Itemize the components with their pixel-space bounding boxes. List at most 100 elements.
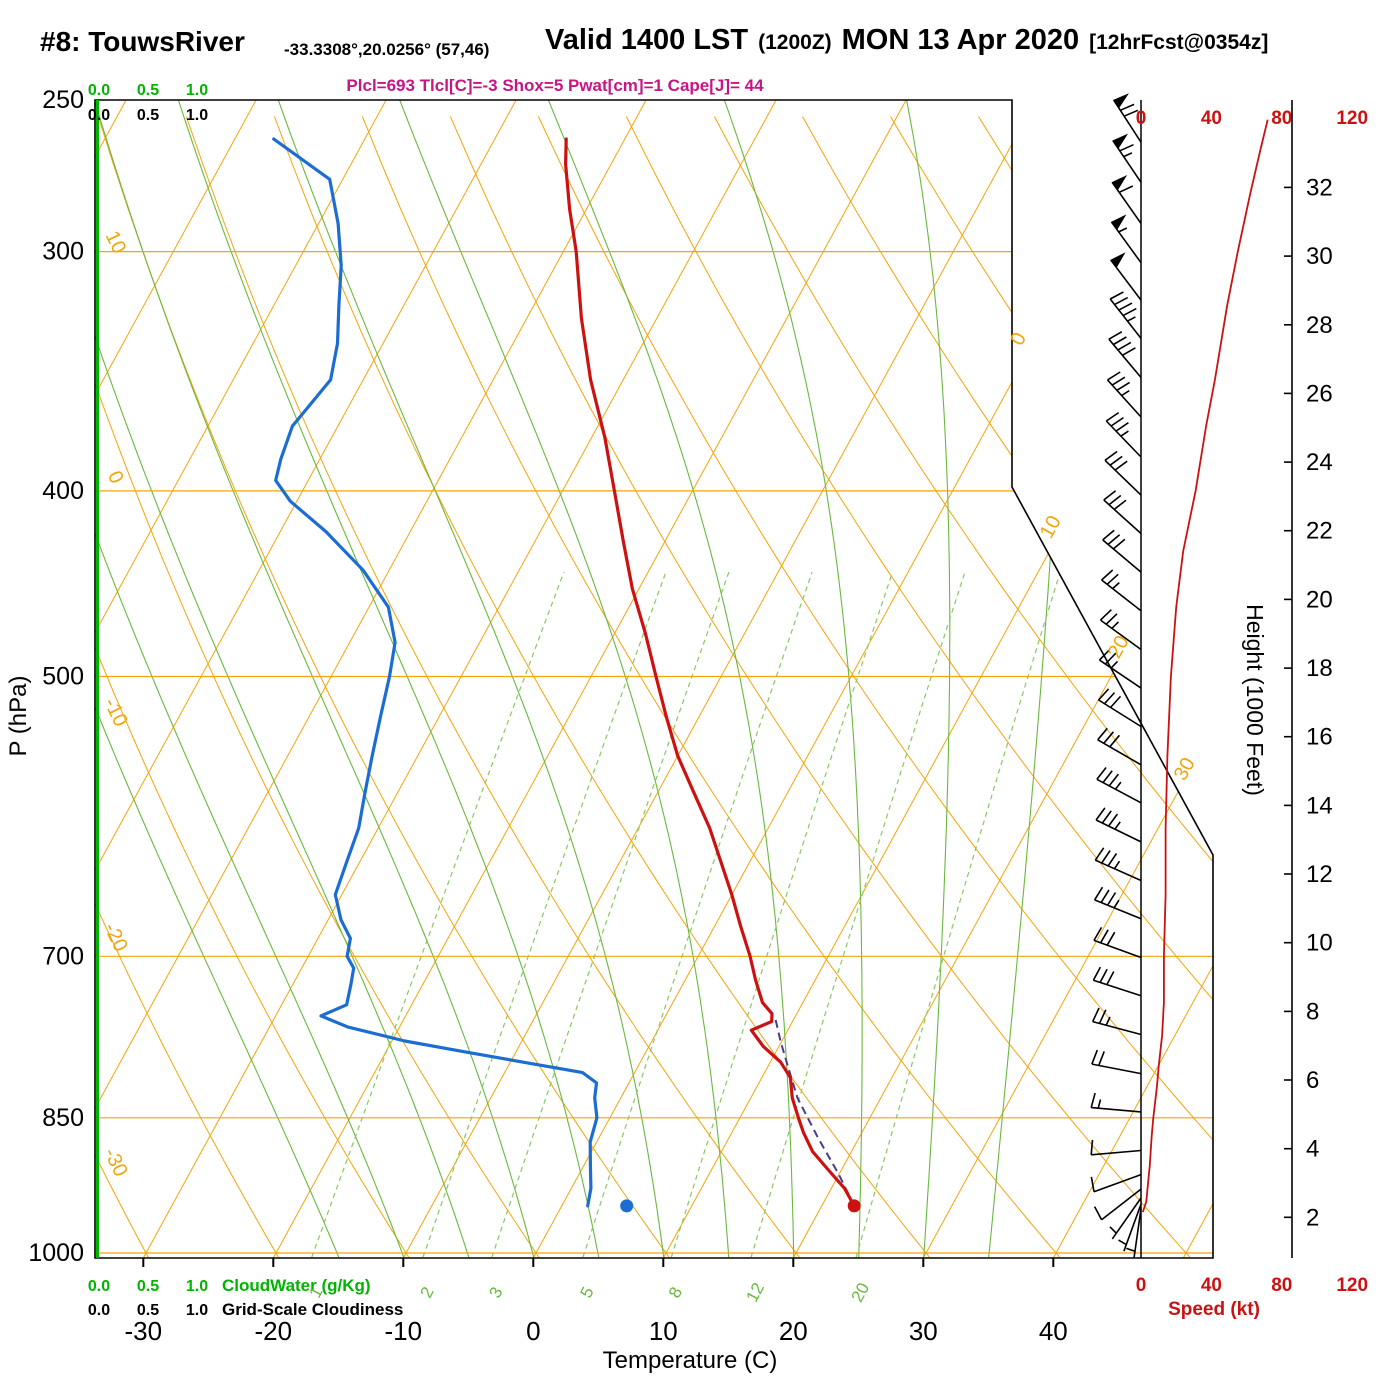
svg-text:500: 500: [42, 663, 84, 691]
svg-text:14: 14: [1306, 792, 1333, 819]
svg-text:12: 12: [742, 1280, 768, 1306]
svg-text:1.0: 1.0: [186, 107, 208, 124]
cloudwater-axis-label: CloudWater (g/Kg): [222, 1276, 371, 1295]
temperature-axis-title: Temperature (C): [603, 1347, 778, 1374]
parcel-line: [774, 1019, 856, 1207]
svg-text:2: 2: [1306, 1204, 1319, 1231]
svg-text:4: 4: [1306, 1136, 1319, 1163]
svg-text:-30: -30: [125, 1316, 163, 1346]
svg-text:700: 700: [42, 942, 84, 970]
pressure-grid: [95, 251, 1213, 1254]
svg-text:32: 32: [1306, 174, 1333, 201]
temperature-axis-labels: -30 -20 -10 0 10 20 30 40: [125, 1316, 1068, 1346]
surface-dewpoint-dot: [620, 1199, 634, 1213]
temperature-axis-ticks: [142, 1258, 1055, 1267]
svg-text:-20: -20: [255, 1316, 293, 1346]
speed-axis-title: Speed (kt): [1168, 1299, 1260, 1320]
surface-temperature-dot: [847, 1199, 861, 1213]
svg-text:8: 8: [665, 1284, 686, 1301]
svg-text:400: 400: [42, 477, 84, 505]
svg-text:20: 20: [848, 1280, 874, 1306]
height-axis-ticks: [1284, 186, 1292, 1219]
svg-text:-30: -30: [99, 1145, 131, 1181]
cloudwater-scale-bottom: 0.0 0.5 1.0: [88, 1278, 208, 1295]
svg-text:120: 120: [1336, 108, 1368, 129]
svg-text:0: 0: [1136, 1275, 1147, 1296]
svg-text:850: 850: [42, 1104, 84, 1132]
svg-text:22: 22: [1306, 518, 1333, 545]
pressure-axis-labels: 250 300 400 500 700 850 1000: [28, 86, 84, 1267]
speed-scale-top: 0 40 80 120: [1136, 108, 1368, 129]
svg-text:30: 30: [1306, 243, 1333, 270]
svg-text:10: 10: [1306, 930, 1333, 957]
svg-text:1.0: 1.0: [186, 1278, 208, 1295]
svg-text:-10: -10: [385, 1316, 423, 1346]
svg-text:-10: -10: [99, 695, 131, 731]
svg-text:5: 5: [577, 1284, 598, 1301]
station-title: #8: TouwsRiver: [40, 26, 245, 57]
svg-text:28: 28: [1306, 312, 1333, 339]
svg-text:300: 300: [42, 238, 84, 266]
svg-text:1000: 1000: [28, 1239, 84, 1267]
svg-text:0.5: 0.5: [137, 1302, 159, 1319]
svg-text:30: 30: [909, 1316, 938, 1346]
station-coords: -33.3308°,20.0256° (57,46): [284, 40, 490, 59]
valid-date: MON 13 Apr 2020: [841, 24, 1080, 56]
svg-text:0.0: 0.0: [88, 1278, 110, 1295]
svg-text:12: 12: [1306, 861, 1333, 888]
svg-text:20: 20: [779, 1316, 808, 1346]
svg-text:0.0: 0.0: [88, 1302, 110, 1319]
moist-adiabat-grid: [95, 100, 1066, 1258]
svg-text:0: 0: [526, 1316, 540, 1346]
wind-barb-column: [1090, 99, 1142, 1259]
svg-text:1.0: 1.0: [186, 82, 208, 99]
height-axis-title: Height (1000 Feet): [1242, 604, 1268, 796]
cloudwater-scale-top: 0.0 0.5 1.0: [88, 82, 208, 99]
svg-text:1.0: 1.0: [186, 1302, 208, 1319]
svg-text:8: 8: [1306, 998, 1319, 1025]
cloudiness-axis-label: Grid-Scale Cloudiness: [222, 1300, 403, 1319]
svg-text:0.5: 0.5: [137, 82, 159, 99]
derived-parameters: Plcl=693 Tlcl[C]=-3 Shox=5 Pwat[cm]=1 Ca…: [346, 76, 764, 95]
svg-text:120: 120: [1336, 1275, 1368, 1296]
cloudiness-scale-bottom: 0.0 0.5 1.0: [88, 1302, 208, 1319]
svg-text:0: 0: [103, 468, 128, 488]
svg-text:20: 20: [1104, 632, 1134, 662]
svg-text:16: 16: [1306, 724, 1333, 751]
mixing-ratio-grid: [311, 571, 1061, 1258]
svg-text:80: 80: [1271, 1275, 1292, 1296]
svg-text:2: 2: [417, 1284, 438, 1301]
dewpoint-line: [272, 137, 599, 1208]
svg-text:40: 40: [1039, 1316, 1068, 1346]
dry-adiabat-labels: 10 0 -10 -20 -30: [99, 228, 131, 1181]
svg-text:40: 40: [1201, 108, 1222, 129]
svg-text:26: 26: [1306, 380, 1333, 407]
svg-text:10: 10: [649, 1316, 678, 1346]
svg-text:6: 6: [1306, 1067, 1319, 1094]
pressure-axis-title: P (hPa): [5, 676, 32, 757]
speed-scale-bottom: 0 40 80 120: [1136, 1275, 1368, 1296]
svg-text:20: 20: [1306, 586, 1333, 613]
cloudiness-scale-top: 0.0 0.5 1.0: [88, 107, 208, 124]
svg-text:0.0: 0.0: [88, 82, 110, 99]
wind-speed-line: [1141, 119, 1269, 1213]
svg-text:-20: -20: [99, 920, 131, 956]
svg-text:24: 24: [1306, 449, 1333, 476]
svg-text:80: 80: [1271, 108, 1292, 129]
svg-text:0.5: 0.5: [137, 107, 159, 124]
svg-text:10: 10: [101, 228, 131, 258]
valid-time: Valid 1400 LST: [545, 24, 749, 56]
svg-text:0: 0: [1136, 108, 1147, 129]
svg-text:0.5: 0.5: [137, 1278, 159, 1295]
valid-zulu: (1200Z): [758, 31, 832, 54]
svg-text:0.0: 0.0: [88, 107, 110, 124]
valid-time-line: Valid 1400 LST (1200Z) MON 13 Apr 2020 [12h…: [545, 24, 1278, 57]
dry-adiabat-grid: [95, 116, 1213, 1258]
svg-text:18: 18: [1306, 655, 1333, 682]
forecast-tag: [12hrFcst@0354z]: [1089, 31, 1269, 54]
svg-text:40: 40: [1201, 1275, 1222, 1296]
svg-text:30: 30: [1170, 754, 1200, 784]
plot-frame: [94, 99, 1214, 1259]
